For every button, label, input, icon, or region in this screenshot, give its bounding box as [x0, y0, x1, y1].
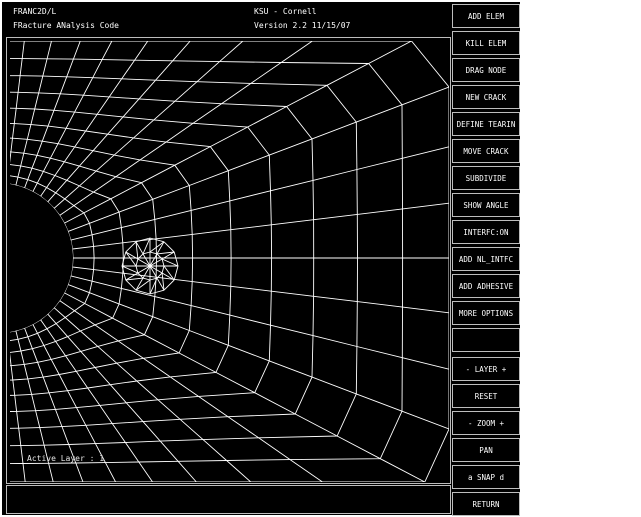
return-button[interactable]: RETURN [452, 492, 520, 516]
rosette-edge [121, 265, 127, 281]
snap-button[interactable]: a SNAP d [452, 465, 520, 489]
mesh-ring-line [10, 75, 358, 447]
rosette-edge [121, 251, 127, 267]
rosette-diagonal [125, 277, 144, 281]
fe-mesh-canvas[interactable] [10, 41, 449, 482]
reset-button[interactable]: RESET [452, 384, 520, 408]
mesh-radial-line [64, 292, 426, 482]
rosette-edge [149, 237, 165, 243]
mesh-radial-line [67, 284, 449, 430]
rosette-diagonal [149, 277, 158, 295]
circular-hole [10, 184, 73, 332]
subdivide-button[interactable]: SUBDIVIDE [452, 166, 520, 190]
mesh-radial-line [67, 86, 449, 232]
rosette-edge [161, 265, 165, 274]
mesh-ring-line [10, 123, 232, 396]
mesh-radial-line [64, 41, 412, 224]
active-layer-label: Active Layer : 1 [27, 454, 105, 463]
rosette-edge [173, 251, 179, 267]
rosette-diagonal [161, 272, 165, 291]
rosette-edge [135, 258, 139, 267]
add-adhesive-button[interactable]: ADD ADHESIVE [452, 274, 520, 298]
franc2d-window: FRANC2D/L FRacture ANalysis Code KSU - C… [2, 2, 520, 516]
mesh-radial-line [32, 41, 113, 192]
rosette-diagonal [161, 258, 179, 267]
mesh-ring-line [10, 175, 95, 342]
viewport-frame [6, 37, 451, 484]
institution-label: KSU - Cornell [254, 7, 317, 16]
command-menu: ADD ELEM KILL ELEM DRAG NODE NEW CRACK D… [452, 2, 520, 516]
rosette-edge [161, 258, 165, 267]
mesh-ring-line [10, 137, 194, 381]
rosette-edge [137, 253, 144, 260]
rosette-edge [135, 237, 151, 243]
rosette-edge [149, 289, 165, 295]
rosette-edge [142, 277, 151, 281]
mesh-ring-line [10, 91, 315, 429]
mesh-ring-line [10, 41, 449, 482]
new-crack-button[interactable]: NEW CRACK [452, 85, 520, 109]
rosette-diagonal [135, 279, 151, 291]
more-options-button[interactable]: MORE OPTIONS [452, 301, 520, 325]
rosette-diagonal [125, 251, 137, 267]
rosette-edge [125, 241, 137, 253]
rosette-edge [135, 265, 139, 274]
show-angle-button[interactable]: SHOW ANGLE [452, 193, 520, 217]
rosette-edge [142, 251, 151, 255]
kill-elem-button[interactable]: KILL ELEM [452, 31, 520, 55]
add-nl-intfc-button[interactable]: ADD NL_INTFC [452, 247, 520, 271]
rosette-diagonal [121, 265, 139, 274]
move-crack-button[interactable]: MOVE CRACK [452, 139, 520, 163]
rosette-diagonal [156, 251, 175, 255]
rosette-edge [137, 272, 144, 279]
rosette-edge [156, 253, 163, 260]
define-tearing-button[interactable]: DEFINE TEARIN [452, 112, 520, 136]
rosette-spoke [125, 265, 151, 281]
app-name: FRANC2D/L [13, 7, 57, 16]
zoom-stepper-button[interactable]: - ZOOM + [452, 411, 520, 435]
rosette-edge [149, 277, 158, 281]
interface-toggle-button[interactable]: INTERFC:ON [452, 220, 520, 244]
app-subtitle: FRacture ANalysis Code [13, 21, 119, 30]
rosette-diagonal [135, 241, 139, 260]
rosette-edge [173, 265, 179, 281]
mesh-ring-line [10, 107, 273, 412]
rosette-diagonal [163, 265, 175, 281]
mesh-ring-line [10, 58, 404, 465]
rosette-spoke [125, 251, 151, 267]
layer-stepper-button[interactable]: - LAYER + [452, 357, 520, 381]
mesh-radial-line [59, 41, 313, 216]
rosette-edge [149, 251, 158, 255]
pan-button[interactable]: PAN [452, 438, 520, 462]
rosette-edge [135, 289, 151, 295]
rosette-edge [163, 279, 175, 291]
rosette-diagonal [142, 237, 151, 255]
blank-button[interactable] [452, 328, 520, 352]
drag-node-button[interactable]: DRAG NODE [452, 58, 520, 82]
rosette-diagonal [149, 241, 165, 253]
add-elem-button[interactable]: ADD ELEM [452, 4, 520, 28]
version-label: Version 2.2 11/15/07 [254, 21, 351, 30]
mesh-radial-line [10, 352, 26, 482]
mesh-ring-line [10, 151, 157, 367]
mesh-ring-line [10, 164, 124, 353]
message-bar [6, 485, 451, 514]
rosette-edge [125, 279, 137, 291]
mesh-radial-line [10, 41, 25, 164]
rosette-edge [163, 241, 175, 253]
rosette-edge [156, 272, 163, 279]
